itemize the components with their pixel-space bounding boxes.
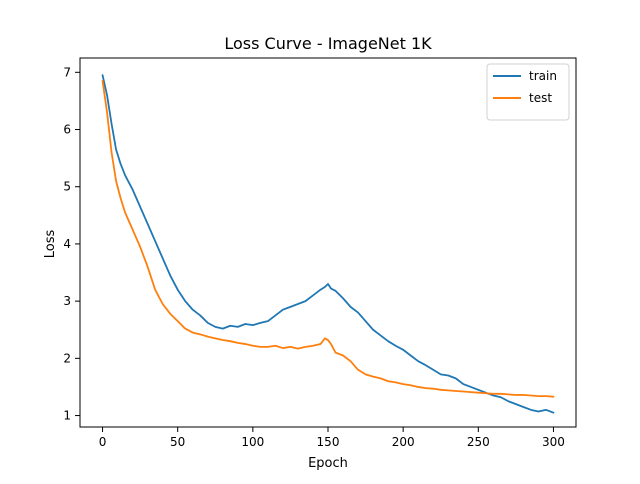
x-tick-label-3: 150 [317, 435, 340, 449]
series-line-test [101, 79, 555, 398]
x-tick-label-6: 300 [542, 435, 565, 449]
y-axis-label: Loss [43, 230, 58, 259]
x-tick-label-4: 200 [392, 435, 415, 449]
legend-label-train: train [529, 69, 557, 83]
legend-label-test: test [529, 91, 552, 105]
y-tick-label-4: 5 [63, 180, 71, 194]
x-tick-label-1: 50 [170, 435, 185, 449]
x-tick-label-0: 0 [99, 435, 107, 449]
y-tick-label-3: 4 [63, 237, 71, 251]
y-tick-label-5: 6 [63, 123, 71, 137]
legend-box [486, 63, 570, 121]
x-axis: 0 50 100 150 200 250 300 [99, 427, 565, 449]
legend: train test [486, 63, 570, 121]
x-axis-label: Epoch [308, 456, 348, 471]
y-tick-label-6: 7 [63, 65, 71, 79]
x-tick-label-2: 100 [241, 435, 264, 449]
y-axis: 1 2 3 4 5 6 7 [63, 65, 80, 423]
y-tick-label-2: 3 [63, 294, 71, 308]
series-line-train [101, 74, 555, 414]
chart-title: Loss Curve - ImageNet 1K [224, 34, 432, 53]
x-tick-label-5: 250 [467, 435, 490, 449]
y-tick-label-1: 2 [63, 351, 71, 365]
plot-content [101, 74, 555, 414]
y-tick-label-0: 1 [63, 409, 71, 423]
